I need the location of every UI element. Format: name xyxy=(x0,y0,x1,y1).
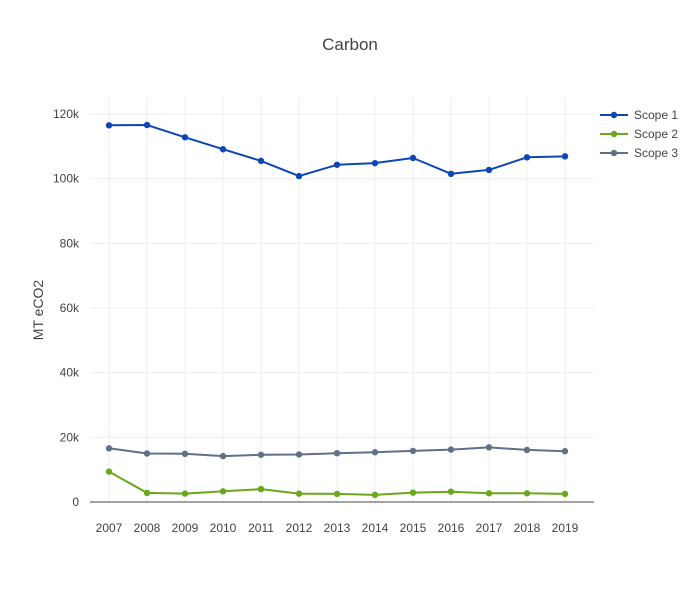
scope-3-point xyxy=(143,450,151,457)
legend-item-scope-1[interactable]: Scope 1 xyxy=(600,108,678,122)
scope-1-point xyxy=(485,166,493,174)
scope-2-point xyxy=(561,490,569,498)
scope-2-point xyxy=(371,491,379,499)
x-tick-label: 2013 xyxy=(324,521,351,535)
scope-3-point xyxy=(257,451,265,458)
scope-1-point xyxy=(523,154,531,161)
scope-1-point xyxy=(143,121,151,129)
y-tick-label: 100k xyxy=(53,172,80,186)
x-tick-label: 2014 xyxy=(362,521,389,535)
y-tick-label: 0 xyxy=(72,495,79,509)
scope-3-point xyxy=(105,445,113,452)
y-tick-label: 20k xyxy=(60,430,80,444)
x-tick-label: 2016 xyxy=(438,521,465,535)
scope-2-point xyxy=(181,490,189,497)
scope-1-point xyxy=(447,170,455,178)
x-tick-label: 2008 xyxy=(134,521,161,535)
scope-1-point xyxy=(409,154,417,162)
scope-3-point xyxy=(523,446,531,454)
legend[interactable]: Scope 1 Scope 2 Scope 3 xyxy=(600,108,678,160)
legend-marker xyxy=(610,149,618,157)
scope-3-point xyxy=(181,450,189,458)
scope-1-point xyxy=(561,153,569,160)
scope-2-point xyxy=(333,490,341,498)
scope-1-point xyxy=(105,122,113,129)
legend-label: Scope 1 xyxy=(634,108,678,122)
x-tick-label: 2015 xyxy=(400,521,427,535)
scope-2-point xyxy=(485,490,493,497)
scope-2-point xyxy=(295,490,303,497)
y-tick-label: 120k xyxy=(53,107,80,121)
legend-item-scope-2[interactable]: Scope 2 xyxy=(600,127,678,141)
scope-3-point xyxy=(219,452,227,460)
scope-3-point xyxy=(447,446,455,453)
scope-3-point xyxy=(333,449,341,457)
scope-1-point xyxy=(295,172,303,180)
scope-2-point xyxy=(447,488,455,495)
scope-2-point xyxy=(219,488,227,495)
legend-marker xyxy=(610,111,618,119)
y-tick-label: 40k xyxy=(60,366,80,380)
scope-3-point xyxy=(485,444,493,451)
x-tick-label: 2017 xyxy=(476,521,503,535)
legend-label: Scope 3 xyxy=(634,146,678,160)
scope-2-point xyxy=(409,489,417,496)
y-tick-label: 60k xyxy=(60,301,80,315)
scope-2-point xyxy=(523,490,531,497)
scope-3-point xyxy=(561,448,569,455)
scope-1-point xyxy=(181,134,189,141)
scope-2-point xyxy=(105,468,113,475)
scope-3-point xyxy=(409,447,417,455)
y-tick-label: 80k xyxy=(60,236,80,250)
axes: 2007 2008 2009 2010 2011 2012 2013 2014 2015 2016… xyxy=(53,107,594,535)
x-tick-label: 2011 xyxy=(248,521,274,535)
x-tick-label: 2007 xyxy=(96,521,123,535)
series-lines xyxy=(105,121,569,499)
scope-3-point xyxy=(295,451,303,458)
legend-label: Scope 2 xyxy=(634,127,678,141)
legend-marker xyxy=(610,130,618,138)
chart-title: Carbon xyxy=(322,35,378,54)
x-tick-label: 2009 xyxy=(172,521,199,535)
gridlines xyxy=(90,97,594,502)
scope-3-point xyxy=(371,449,379,456)
scope-1-point xyxy=(257,157,265,165)
scope-2-point xyxy=(143,489,151,497)
y-axis-title: MT eCO2 xyxy=(30,280,46,341)
legend-item-scope-3[interactable]: Scope 3 xyxy=(600,146,678,160)
x-tick-label: 2019 xyxy=(552,521,579,535)
x-tick-label: 2018 xyxy=(514,521,541,535)
x-tick-label: 2012 xyxy=(286,521,313,535)
x-tick-label: 2010 xyxy=(210,521,237,535)
scope-1-point xyxy=(219,146,227,153)
scope-1-point xyxy=(371,159,379,167)
scope-2-point xyxy=(257,485,265,493)
scope-1-point xyxy=(333,161,341,168)
